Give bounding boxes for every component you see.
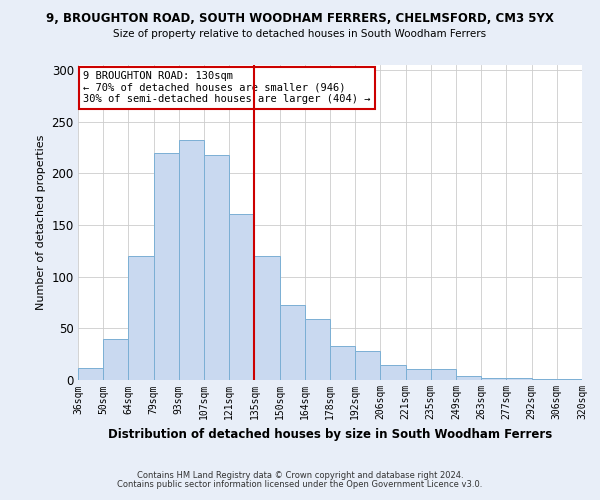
Bar: [128, 256, 154, 380]
Bar: [254, 256, 280, 380]
Bar: [456, 376, 481, 380]
Text: Contains HM Land Registry data © Crown copyright and database right 2024.: Contains HM Land Registry data © Crown c…: [137, 471, 463, 480]
Bar: [355, 351, 380, 380]
Bar: [330, 346, 355, 380]
Y-axis label: Number of detached properties: Number of detached properties: [36, 135, 46, 310]
Bar: [78, 368, 103, 380]
Bar: [229, 214, 254, 380]
Bar: [481, 378, 506, 380]
Bar: [506, 378, 532, 380]
Bar: [179, 140, 204, 380]
Text: 9 BROUGHTON ROAD: 130sqm
← 70% of detached houses are smaller (946)
30% of semi-: 9 BROUGHTON ROAD: 130sqm ← 70% of detach…: [83, 72, 371, 104]
Text: Contains public sector information licensed under the Open Government Licence v3: Contains public sector information licen…: [118, 480, 482, 489]
Bar: [204, 155, 229, 380]
Bar: [305, 319, 330, 380]
X-axis label: Distribution of detached houses by size in South Woodham Ferrers: Distribution of detached houses by size …: [108, 428, 552, 441]
Bar: [557, 379, 582, 380]
Bar: [154, 153, 179, 380]
Text: Size of property relative to detached houses in South Woodham Ferrers: Size of property relative to detached ho…: [113, 29, 487, 39]
Bar: [280, 304, 305, 380]
Bar: [431, 368, 456, 380]
Text: 9, BROUGHTON ROAD, SOUTH WOODHAM FERRERS, CHELMSFORD, CM3 5YX: 9, BROUGHTON ROAD, SOUTH WOODHAM FERRERS…: [46, 12, 554, 26]
Bar: [532, 379, 557, 380]
Bar: [406, 368, 431, 380]
Bar: [103, 338, 128, 380]
Bar: [380, 364, 406, 380]
